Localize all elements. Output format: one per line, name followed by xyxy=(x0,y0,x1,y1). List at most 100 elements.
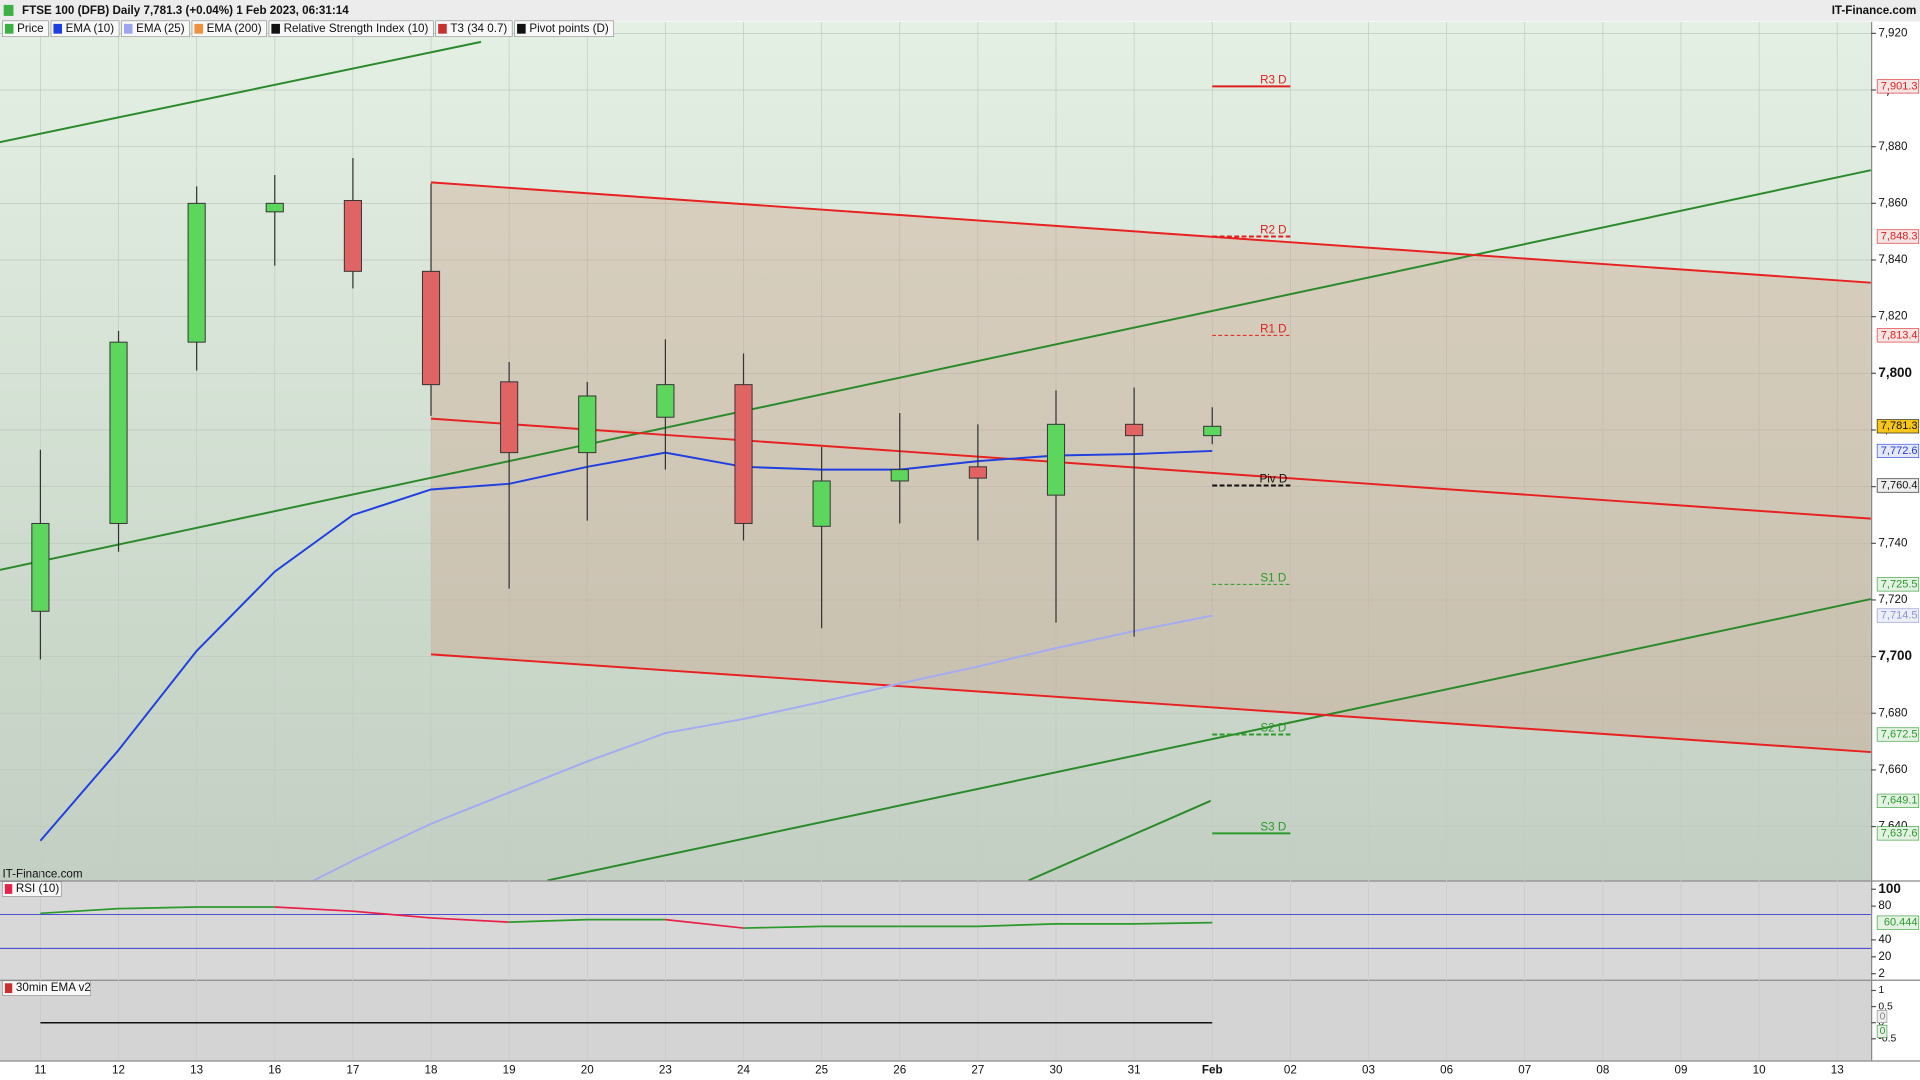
candle-body xyxy=(890,469,909,482)
trend-line xyxy=(1028,799,1212,881)
value-tag-label: 7,760.4 xyxy=(1881,479,1918,491)
value-tag-label: 7,637.6 xyxy=(1881,827,1918,839)
legend-item: Pivot points (D) xyxy=(514,20,614,38)
x-tick-label: 24 xyxy=(737,1063,750,1076)
x-tick-label: 25 xyxy=(815,1063,828,1076)
trend-line xyxy=(430,653,1871,754)
trend-line xyxy=(0,169,1872,571)
candle-body xyxy=(500,381,519,454)
y-tick-label: 100 xyxy=(1878,881,1900,896)
candle-body xyxy=(656,384,675,418)
value-tag xyxy=(1876,478,1920,493)
app-icon xyxy=(3,4,14,16)
candle-body xyxy=(578,395,597,454)
x-tick-label: 06 xyxy=(1440,1063,1453,1076)
y-tick-label: 2 xyxy=(1878,967,1884,980)
value-tag-label: 60.444 xyxy=(1884,917,1918,929)
legend-swatch xyxy=(123,23,133,34)
x-tick-label: 20 xyxy=(581,1063,594,1076)
legend-label: Pivot points (D) xyxy=(529,22,609,35)
candle-body xyxy=(1203,425,1222,437)
y-tick-label: 7,720 xyxy=(1878,593,1908,606)
ema-line xyxy=(39,449,1213,842)
x-tick-label: 02 xyxy=(1284,1063,1297,1076)
value-tag xyxy=(1876,727,1920,742)
value-tag-label: 7,649.1 xyxy=(1881,795,1918,807)
x-tick-label: 10 xyxy=(1753,1063,1766,1076)
brand: IT-Finance.com xyxy=(1832,4,1917,17)
candle-body xyxy=(109,341,128,524)
legend-swatch xyxy=(4,884,13,894)
legend-label: EMA (25) xyxy=(136,22,185,35)
x-tick-label: 08 xyxy=(1596,1063,1609,1076)
legend-swatch xyxy=(53,23,63,34)
main-plot xyxy=(0,40,1872,881)
rsi-segment xyxy=(430,917,510,924)
x-tick-label: Feb xyxy=(1202,1063,1223,1076)
rsi-segment xyxy=(1134,921,1213,925)
value-tag xyxy=(1876,1010,1888,1024)
x-tick-label: 23 xyxy=(659,1063,672,1076)
value-tag xyxy=(1876,229,1920,244)
channel-fill xyxy=(431,182,1871,753)
value-tag-label: 7,848.3 xyxy=(1881,230,1918,242)
candle-body xyxy=(31,522,50,612)
candle-body xyxy=(734,384,753,524)
y-tick-label: 7,700 xyxy=(1878,648,1912,663)
legend-item: Price xyxy=(2,20,49,38)
panel-label: 30min EMA v2 xyxy=(16,981,91,994)
value-tag xyxy=(1876,79,1920,94)
rsi-segment xyxy=(977,922,1057,928)
legend-box xyxy=(121,20,190,38)
legend-label: EMA (200) xyxy=(207,22,262,35)
candle-body xyxy=(343,200,362,272)
y-tick-label: 1 xyxy=(1878,985,1884,996)
time-axis xyxy=(0,1060,1920,1080)
ema-panel xyxy=(0,980,1872,1061)
value-tag xyxy=(1876,793,1920,808)
candle-body xyxy=(812,480,831,527)
pivot-label: Piv D xyxy=(1259,472,1287,485)
legend-box xyxy=(2,20,49,38)
legend-item: Relative Strength Index (10) xyxy=(268,20,434,38)
overlays: 11 12 13 16 17 18 19 20 23 24 25 26 27 30 31 Feb 02 03 06 0… xyxy=(2,26,1920,1076)
x-tick-label: 18 xyxy=(425,1063,438,1076)
value-tag xyxy=(1876,443,1920,458)
legend-box xyxy=(50,20,120,38)
rsi-segment xyxy=(509,918,588,924)
x-tick-label: 13 xyxy=(1831,1063,1844,1076)
x-tick-label: 26 xyxy=(893,1063,906,1076)
legend-swatch xyxy=(271,23,280,34)
main-panel xyxy=(0,22,1872,881)
y-tick-label: 7,880 xyxy=(1878,140,1908,153)
value-tag-label: 7,781.3 xyxy=(1881,420,1918,432)
x-tick-label: 16 xyxy=(268,1063,281,1076)
rsi-segment xyxy=(40,907,119,915)
y-tick-label: 7,660 xyxy=(1878,763,1908,776)
y-tick-label: 7,800 xyxy=(1878,365,1912,380)
x-tick-label: 12 xyxy=(112,1063,125,1076)
y-tick-label: 0.5 xyxy=(1878,1001,1893,1012)
y-tick-label: 7,680 xyxy=(1878,706,1908,719)
pivot-label: R2 D xyxy=(1260,223,1287,236)
legend-box xyxy=(268,20,434,38)
legend-swatch xyxy=(4,23,14,34)
y-tick-label: 7,920 xyxy=(1878,26,1908,39)
price-axis xyxy=(1871,22,1920,1061)
candle-body xyxy=(968,466,987,479)
x-tick-label: 13 xyxy=(190,1063,203,1076)
pivot-label: S2 D xyxy=(1260,721,1286,734)
legend-swatch xyxy=(4,983,13,994)
x-tick-label: 31 xyxy=(1128,1063,1141,1076)
rsi-segment xyxy=(665,918,744,929)
value-tag-label: 7,725.5 xyxy=(1881,578,1918,590)
candle-body xyxy=(1125,423,1144,437)
value-tag-label: 7,714.5 xyxy=(1881,609,1918,621)
x-tick-label: 27 xyxy=(971,1063,984,1076)
legend-box xyxy=(435,20,513,38)
candle-body xyxy=(187,202,206,343)
panel-label: RSI (10) xyxy=(16,882,59,895)
y-tick-label: 7,840 xyxy=(1878,253,1908,266)
